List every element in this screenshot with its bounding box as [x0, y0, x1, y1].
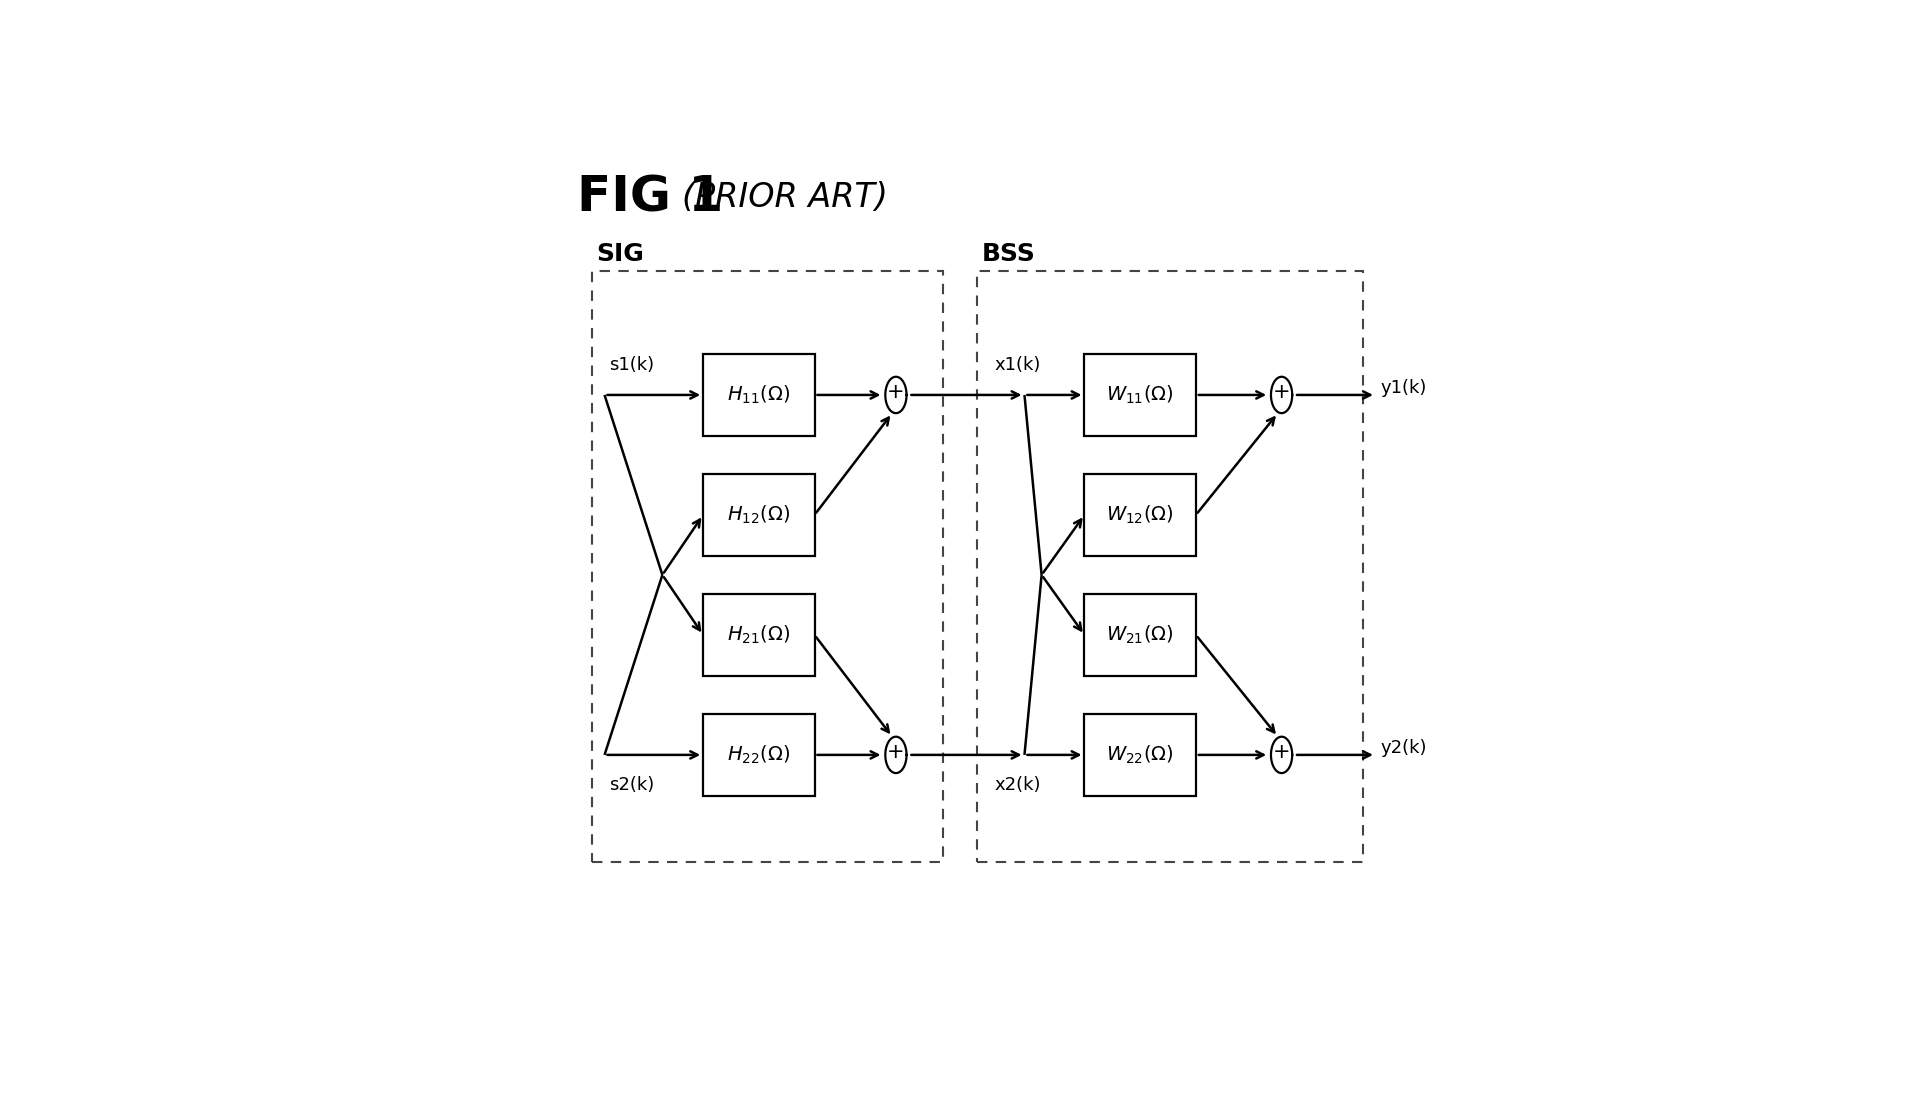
Text: $H_{22}(\Omega)$: $H_{22}(\Omega)$	[727, 743, 789, 766]
Text: x1(k): x1(k)	[994, 355, 1041, 374]
Bar	[704, 474, 814, 555]
Polygon shape	[885, 376, 906, 413]
Text: SIG: SIG	[597, 243, 645, 266]
Text: s2(k): s2(k)	[608, 777, 654, 795]
Bar	[704, 354, 814, 435]
Text: s1(k): s1(k)	[608, 355, 654, 374]
Text: $W_{22}(\Omega)$: $W_{22}(\Omega)$	[1106, 743, 1175, 766]
Bar	[1085, 715, 1196, 796]
Text: y1(k): y1(k)	[1381, 380, 1426, 397]
Bar	[1085, 594, 1196, 676]
Polygon shape	[1270, 737, 1293, 774]
Text: +: +	[1272, 383, 1291, 403]
Bar	[591, 270, 944, 861]
Text: +: +	[887, 383, 904, 403]
Text: $W_{11}(\Omega)$: $W_{11}(\Omega)$	[1106, 384, 1175, 406]
Bar	[976, 270, 1364, 861]
Text: $H_{11}(\Omega)$: $H_{11}(\Omega)$	[727, 384, 789, 406]
Text: $W_{12}(\Omega)$: $W_{12}(\Omega)$	[1106, 504, 1175, 526]
Polygon shape	[1270, 376, 1293, 413]
Text: BSS: BSS	[982, 243, 1036, 266]
Text: y2(k): y2(k)	[1381, 739, 1426, 757]
Text: FIG 1: FIG 1	[578, 174, 723, 221]
Text: $H_{21}(\Omega)$: $H_{21}(\Omega)$	[727, 623, 789, 646]
Text: $H_{12}(\Omega)$: $H_{12}(\Omega)$	[727, 504, 789, 526]
Text: (PRIOR ART): (PRIOR ART)	[681, 181, 887, 215]
Polygon shape	[885, 737, 906, 774]
Bar	[704, 594, 814, 676]
Text: x2(k): x2(k)	[994, 777, 1041, 795]
Text: +: +	[1272, 742, 1291, 762]
Text: +: +	[887, 742, 904, 762]
Bar	[704, 715, 814, 796]
Bar	[1085, 354, 1196, 435]
Text: $W_{21}(\Omega)$: $W_{21}(\Omega)$	[1106, 623, 1175, 646]
Bar	[1085, 474, 1196, 555]
